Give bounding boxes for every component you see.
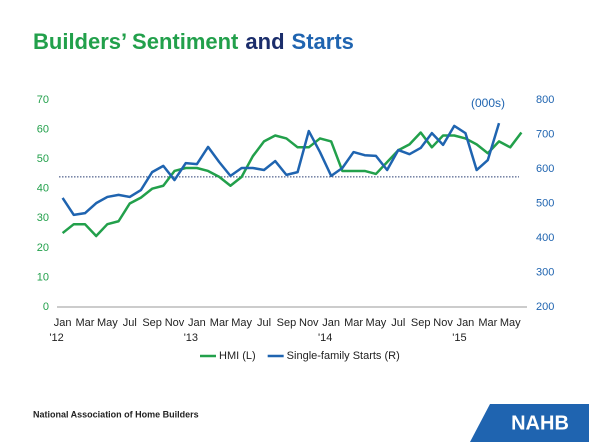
- y-tick-label: 10: [37, 271, 49, 283]
- legend-label: HMI (L): [219, 350, 256, 362]
- x-tick-label: Nov: [299, 317, 319, 329]
- x-tick-label: May: [97, 317, 118, 329]
- y-tick-label: 60: [37, 123, 49, 135]
- legend-label: Single-family Starts (R): [287, 350, 400, 362]
- x-tick-label: Sep: [142, 317, 162, 329]
- y2-tick-label: 700: [536, 128, 554, 140]
- y2-tick-label: 300: [536, 266, 554, 278]
- x-tick-label: Sep: [411, 317, 431, 329]
- x-tick-label: Jan '15: [452, 317, 474, 344]
- title-part: and: [245, 29, 284, 54]
- y2-tick-label: 800: [536, 94, 554, 106]
- x-tick-label: Mar: [210, 317, 229, 329]
- chart-title: Builders’ Sentiment and Starts: [33, 29, 354, 54]
- y2-tick-label: 600: [536, 163, 554, 175]
- y-tick-label: 50: [37, 153, 49, 165]
- series-line: [61, 131, 523, 238]
- x-tick-label: Jan '12: [49, 317, 71, 344]
- source: National Association of Home Builders: [33, 409, 199, 419]
- y2-tick-label: 200: [536, 301, 554, 313]
- title-part: Builders’ Sentiment: [33, 29, 239, 54]
- series-line: [61, 122, 501, 217]
- y-tick-label: 30: [37, 212, 49, 224]
- y-tick-label: 0: [43, 301, 49, 313]
- x-tick-label: Jul: [123, 317, 137, 329]
- x-tick-label: Nov: [165, 317, 185, 329]
- y2-tick-label: 500: [536, 197, 554, 209]
- x-tick-label: Mar: [344, 317, 363, 329]
- logo-shape: [470, 404, 589, 442]
- x-tick-label: Sep: [277, 317, 297, 329]
- y-tick-label: 70: [37, 94, 49, 106]
- y2-tick-label: 400: [536, 232, 554, 244]
- y-tick-label: 20: [37, 242, 49, 254]
- title-part: Starts: [292, 29, 354, 54]
- x-tick-label: Mar: [478, 317, 497, 329]
- x-tick-label: May: [500, 317, 521, 329]
- y-tick-label: 40: [37, 183, 49, 195]
- x-tick-label: May: [366, 317, 387, 329]
- axis-annotation: (000s): [471, 96, 505, 110]
- logo: NAHB: [511, 412, 569, 434]
- x-tick-label: May: [231, 317, 252, 329]
- x-tick-label: Jul: [257, 317, 271, 329]
- x-tick-label: Mar: [75, 317, 94, 329]
- x-tick-label: Nov: [433, 317, 453, 329]
- x-tick-label: Jan '14: [318, 317, 340, 344]
- x-tick-label: Jan '13: [184, 317, 206, 344]
- x-tick-label: Jul: [391, 317, 405, 329]
